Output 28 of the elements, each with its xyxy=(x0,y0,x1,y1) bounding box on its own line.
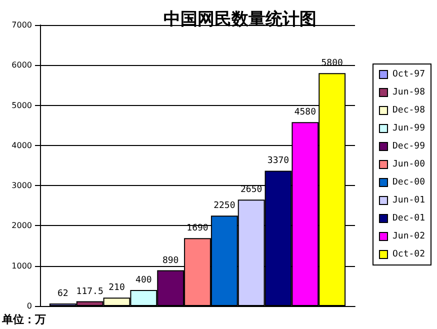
text: 单位：万 xyxy=(1,313,46,326)
y-tick-label: 5000 xyxy=(12,100,32,110)
legend-label: Dec-00 xyxy=(392,178,426,188)
legend-label: Oct-02 xyxy=(392,250,426,260)
data-label: 62 xyxy=(57,289,68,300)
legend-label: Dec-98 xyxy=(392,106,426,116)
data-label: 2250 xyxy=(214,201,236,212)
data-label: 210 xyxy=(108,283,125,294)
y-tick-label: 0 xyxy=(26,302,32,310)
legend-label: Jun-99 xyxy=(392,124,426,134)
data-label: 890 xyxy=(162,256,179,266)
legend-label: Jun-02 xyxy=(392,232,426,242)
y-tick-label: 7000 xyxy=(12,20,32,30)
data-label: 4580 xyxy=(294,108,316,118)
data-label: 400 xyxy=(136,275,152,286)
legend-label: Jun-00 xyxy=(392,160,426,170)
legend-label: Jun-98 xyxy=(392,88,426,98)
legend-label: Dec-99 xyxy=(392,142,426,152)
data-label: 3370 xyxy=(267,156,290,166)
y-tick-label: 4000 xyxy=(12,140,32,150)
data-label: 117.5 xyxy=(76,286,104,297)
legend-label: Dec-01 xyxy=(392,214,426,224)
y-tick-label: 2000 xyxy=(12,221,32,230)
y-tick-label: 1000 xyxy=(12,261,32,270)
legend-label: Oct-97 xyxy=(392,70,426,80)
y-tick-label: 3000 xyxy=(12,181,32,190)
y-tick-label: 6000 xyxy=(12,60,32,70)
legend-label: Jun-01 xyxy=(392,196,426,206)
